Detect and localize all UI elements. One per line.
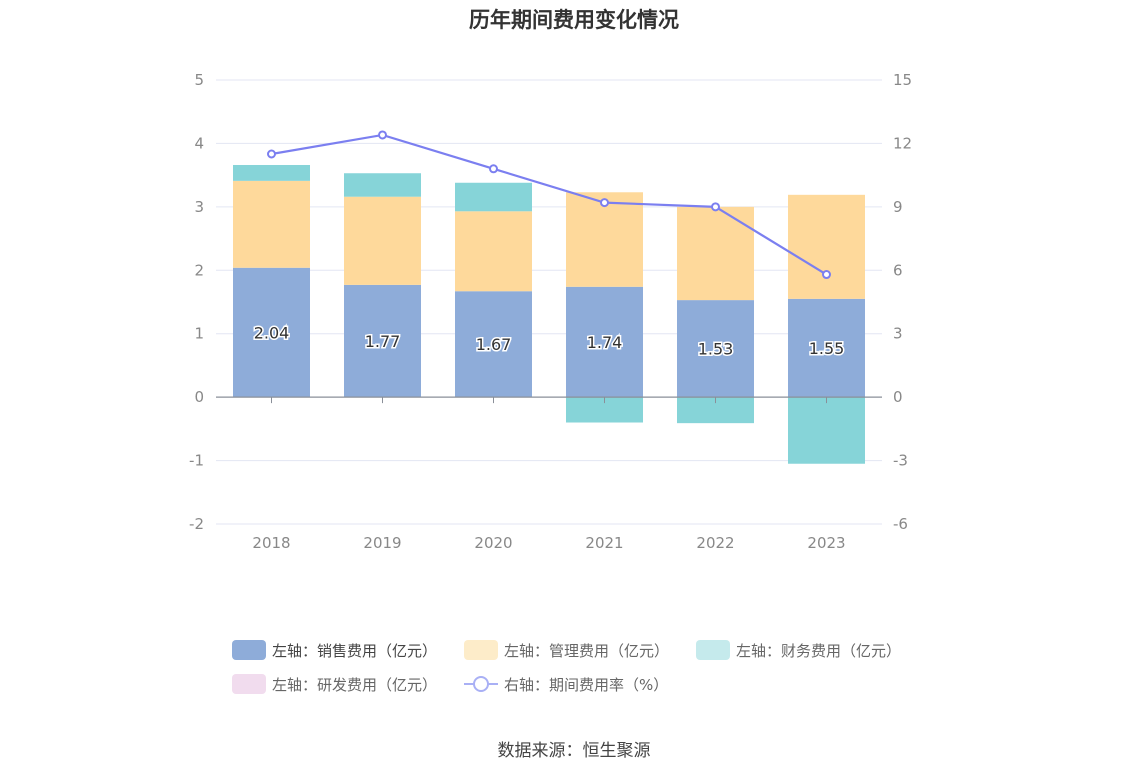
legend-item-rnd[interactable]: 左轴：研发费用（亿元） — [232, 672, 437, 696]
bar — [344, 196, 421, 285]
chart-title: 历年期间费用变化情况 — [469, 8, 679, 32]
legend-swatch-admin — [464, 640, 498, 660]
rate-point — [378, 130, 387, 140]
bar — [788, 194, 865, 299]
bar — [455, 182, 532, 212]
x-axis-tick-label: 2022 — [696, 534, 734, 552]
right-axis-tick-label: 9 — [893, 198, 903, 216]
legend-label-rate: 右轴：期间费用率（%） — [504, 675, 669, 694]
left-axis-tick-label: -1 — [189, 452, 204, 470]
left-axis-tick-label: -2 — [189, 515, 204, 533]
rate-line — [271, 133, 828, 276]
rate-point — [711, 202, 720, 212]
right-axis-tick-label: 15 — [893, 71, 912, 89]
right-axis-tick-label: -3 — [893, 452, 908, 470]
legend-swatch-rate — [464, 674, 498, 694]
legend-swatch-rnd — [232, 674, 266, 694]
legend-swatch-finance — [696, 640, 730, 660]
rate-point — [822, 270, 831, 280]
legend-label-finance: 左轴：财务费用（亿元） — [736, 641, 902, 660]
bar — [677, 206, 754, 301]
left-axis-tick-label: 1 — [194, 325, 204, 343]
left-axis-tick-label: 4 — [194, 134, 204, 152]
bar-data-label: 1.77 — [365, 332, 401, 351]
rate-point — [267, 149, 276, 159]
bar — [344, 284, 421, 398]
bar — [566, 192, 643, 287]
legend-label-sales: 左轴：销售费用（亿元） — [272, 641, 438, 660]
bar — [788, 298, 865, 398]
bar-data-label: 1.74 — [587, 333, 623, 352]
legend-swatch-sales — [232, 640, 266, 660]
rate-point — [489, 164, 498, 174]
x-axis-tick-label: 2018 — [252, 534, 290, 552]
x-axis-tick-label: 2023 — [807, 534, 845, 552]
bar — [233, 164, 310, 181]
left-axis-tick-label: 0 — [194, 388, 204, 406]
left-axis-tick-label: 2 — [194, 261, 204, 279]
rate-point — [600, 198, 609, 208]
bar — [233, 267, 310, 398]
x-axis-tick-label: 2021 — [585, 534, 623, 552]
right-axis-tick-label: -6 — [893, 515, 908, 533]
bar — [677, 300, 754, 398]
legend-item-finance[interactable]: 左轴：财务费用（亿元） — [696, 638, 901, 662]
bar-data-label: 1.67 — [476, 335, 512, 354]
right-axis-tick-label: 3 — [893, 325, 903, 343]
legend-item-admin[interactable]: 左轴：管理费用（亿元） — [464, 638, 669, 662]
bar — [566, 286, 643, 398]
legend-label-rnd: 左轴：研发费用（亿元） — [272, 675, 438, 694]
bar — [455, 291, 532, 398]
left-axis-tick-label: 3 — [194, 198, 204, 216]
bar — [233, 180, 310, 268]
legend-label-admin: 左轴：管理费用（亿元） — [504, 641, 670, 660]
x-axis-tick-label: 2020 — [474, 534, 512, 552]
right-axis-tick-label: 0 — [893, 388, 903, 406]
bar-data-label: 1.53 — [698, 340, 734, 359]
right-axis-tick-label: 12 — [893, 134, 912, 152]
bar — [788, 397, 865, 464]
data-source: 数据来源：恒生聚源 — [497, 741, 651, 761]
right-axis-tick-label: 6 — [893, 261, 903, 279]
legend-item-rate[interactable]: 右轴：期间费用率（%） — [464, 672, 668, 696]
bar — [344, 173, 421, 197]
bar-data-label: 2.04 — [254, 323, 290, 342]
left-axis-tick-label: 5 — [194, 71, 204, 89]
bar-data-label: 1.55 — [809, 339, 845, 358]
x-axis-tick-label: 2019 — [363, 534, 401, 552]
bar — [455, 211, 532, 292]
legend-item-sales[interactable]: 左轴：销售费用（亿元） — [232, 638, 437, 662]
